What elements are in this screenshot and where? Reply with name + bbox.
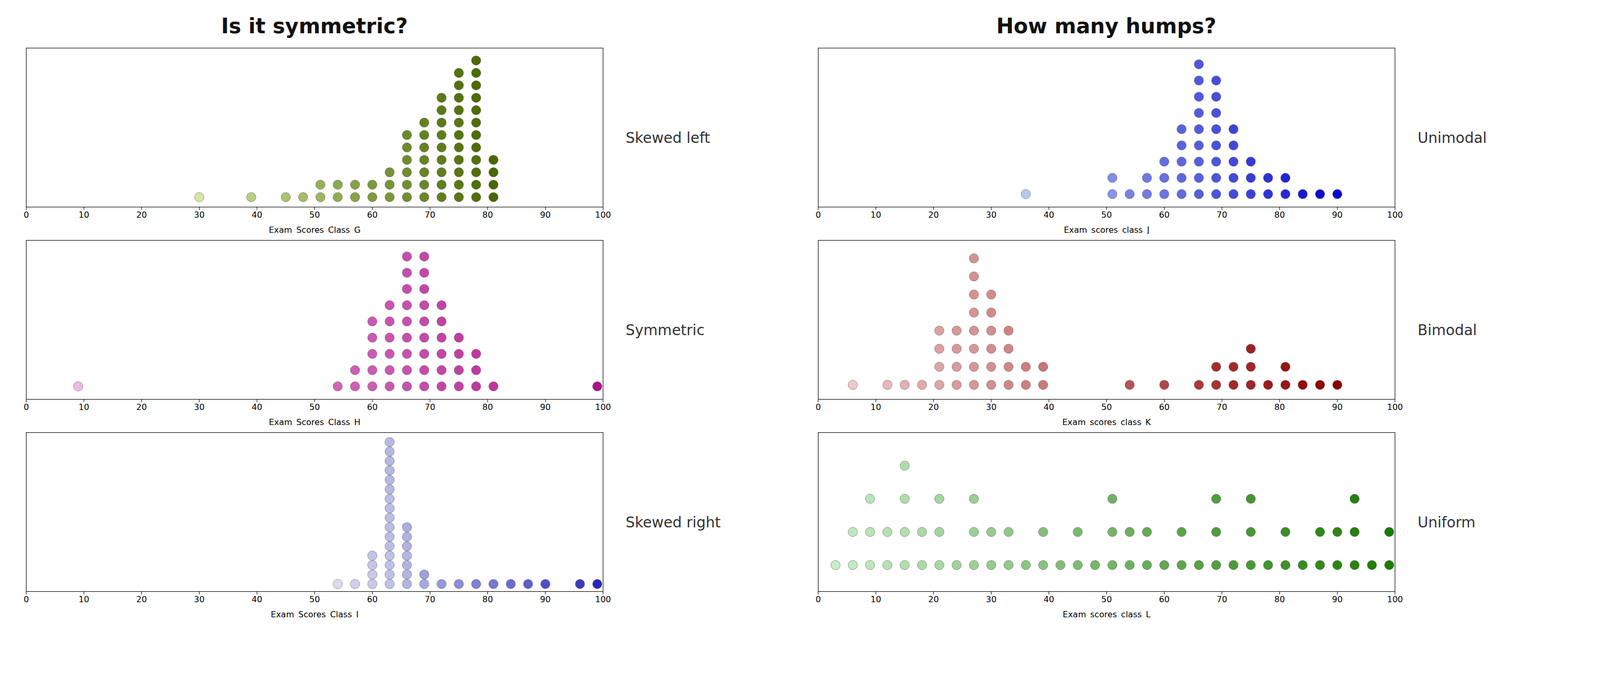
svg-text:10: 10: [870, 402, 881, 413]
svg-text:90: 90: [1331, 209, 1343, 220]
svg-text:70: 70: [424, 209, 435, 220]
svg-text:0: 0: [23, 209, 29, 220]
svg-text:0: 0: [23, 402, 29, 413]
svg-text:70: 70: [1216, 594, 1227, 605]
html-text:Unimodal: Unimodal: [1417, 129, 1487, 147]
html-text:Skewed right: Skewed right: [625, 513, 721, 531]
svg-text:90: 90: [539, 209, 551, 220]
svg-text:20: 20: [136, 402, 147, 413]
svg-text:0: 0: [815, 402, 821, 413]
svg-text:60: 60: [366, 594, 378, 605]
svg-text:Exam_scores_class_K: Exam_scores_class_K: [1062, 417, 1152, 427]
html-text:Symmetric: Symmetric: [625, 321, 705, 339]
svg-text:70: 70: [424, 402, 435, 413]
svg-text:100: 100: [1386, 209, 1404, 220]
svg-text:0: 0: [815, 594, 821, 605]
svg-text:100: 100: [594, 402, 612, 413]
svg-text:60: 60: [1158, 402, 1170, 413]
svg-text:90: 90: [1331, 594, 1343, 605]
svg-text:50: 50: [1101, 402, 1112, 413]
svg-text:20: 20: [136, 594, 147, 605]
svg-text:40: 40: [251, 402, 262, 413]
svg-text:0: 0: [23, 594, 29, 605]
svg-text:70: 70: [424, 594, 435, 605]
svg-text:Exam_Scores_Class_I: Exam_Scores_Class_I: [270, 609, 359, 619]
svg-text:40: 40: [251, 209, 262, 220]
svg-text:50: 50: [1101, 209, 1112, 220]
svg-text:20: 20: [928, 594, 939, 605]
svg-text:40: 40: [1043, 594, 1054, 605]
svg-text:30: 30: [193, 209, 205, 220]
svg-text:40: 40: [251, 594, 262, 605]
svg-text:30: 30: [985, 594, 997, 605]
svg-text:100: 100: [1386, 402, 1404, 413]
svg-text:90: 90: [539, 594, 551, 605]
svg-text:20: 20: [928, 209, 939, 220]
svg-text:Exam_scores_class_L: Exam_scores_class_L: [1062, 609, 1151, 619]
svg-text:Exam_Scores_Class_G: Exam_Scores_Class_G: [268, 225, 361, 235]
svg-text:60: 60: [366, 209, 378, 220]
svg-text:10: 10: [870, 594, 881, 605]
svg-text:10: 10: [78, 594, 89, 605]
svg-text:100: 100: [1386, 594, 1404, 605]
svg-text:30: 30: [193, 594, 205, 605]
svg-text:80: 80: [482, 402, 493, 413]
svg-text:80: 80: [482, 594, 493, 605]
svg-text:70: 70: [1216, 209, 1227, 220]
svg-text:90: 90: [539, 402, 551, 413]
svg-text:30: 30: [985, 402, 997, 413]
svg-text:Exam_Scores_Class_H: Exam_Scores_Class_H: [268, 417, 361, 427]
html-text:Is it symmetric?: Is it symmetric?: [221, 14, 408, 38]
svg-text:100: 100: [594, 594, 612, 605]
svg-text:60: 60: [1158, 209, 1170, 220]
svg-text:80: 80: [482, 209, 493, 220]
svg-text:50: 50: [309, 402, 320, 413]
svg-text:60: 60: [366, 402, 378, 413]
svg-text:30: 30: [193, 402, 205, 413]
svg-text:80: 80: [1274, 209, 1285, 220]
svg-text:90: 90: [1331, 402, 1343, 413]
svg-text:60: 60: [1158, 594, 1170, 605]
svg-text:50: 50: [309, 209, 320, 220]
svg-text:80: 80: [1274, 402, 1285, 413]
svg-text:80: 80: [1274, 594, 1285, 605]
svg-text:20: 20: [136, 209, 147, 220]
html-text:How many humps?: How many humps?: [996, 14, 1217, 38]
svg-text:Exam_scores_class_J: Exam_scores_class_J: [1063, 225, 1150, 235]
svg-text:20: 20: [928, 402, 939, 413]
svg-text:30: 30: [985, 209, 997, 220]
svg-text:100: 100: [594, 209, 612, 220]
svg-text:50: 50: [1101, 594, 1112, 605]
svg-text:40: 40: [1043, 402, 1054, 413]
html-text:Bimodal: Bimodal: [1417, 321, 1477, 339]
html-text:Skewed left: Skewed left: [625, 129, 711, 147]
html-text:Uniform: Uniform: [1417, 513, 1476, 531]
svg-text:40: 40: [1043, 209, 1054, 220]
svg-text:0: 0: [815, 209, 821, 220]
svg-text:10: 10: [78, 402, 89, 413]
svg-text:10: 10: [78, 209, 89, 220]
svg-text:10: 10: [870, 209, 881, 220]
svg-text:50: 50: [309, 594, 320, 605]
svg-text:70: 70: [1216, 402, 1227, 413]
